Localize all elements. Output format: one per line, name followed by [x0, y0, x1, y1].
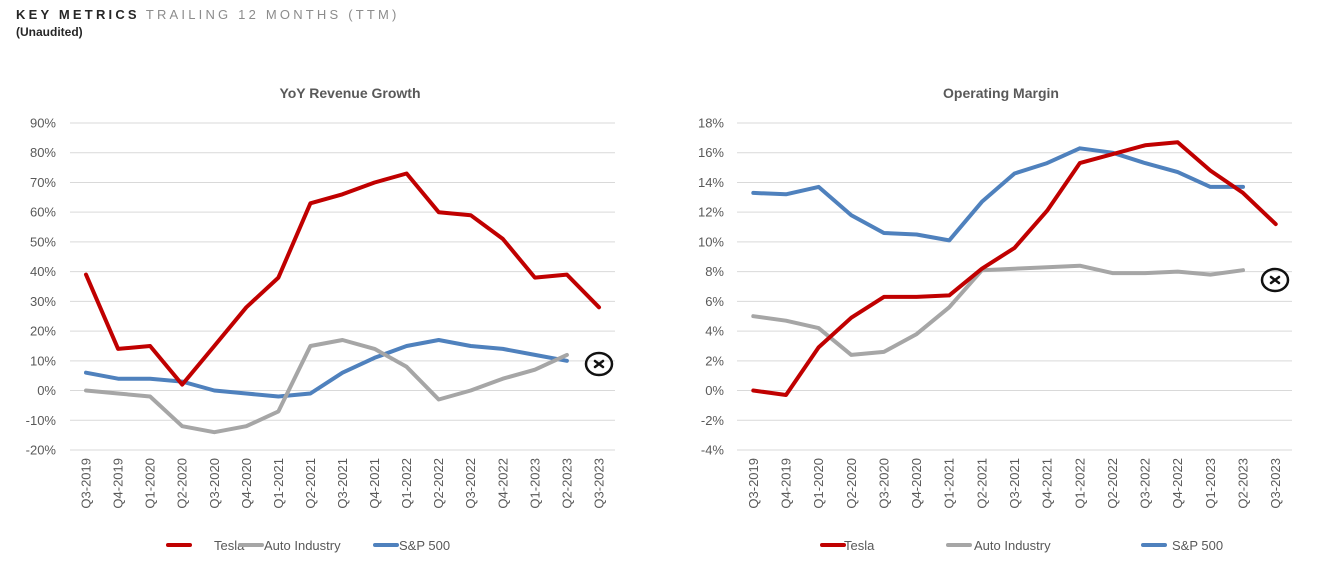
revenue-y-tick-label: 90%	[30, 116, 56, 131]
circled-x-mark-icon	[1260, 267, 1290, 293]
revenue-legend-label-sp500: S&P 500	[399, 538, 450, 553]
margin-x-tick-label: Q4-2021	[1040, 458, 1055, 509]
margin-series-sp500-line	[751, 146, 1245, 243]
revenue-x-tick-label: Q4-2019	[111, 458, 126, 509]
revenue-x-tick-label: Q1-2021	[271, 458, 286, 509]
revenue-x-tick-label: Q4-2022	[495, 458, 510, 509]
margin-y-tick-label: 6%	[705, 294, 724, 309]
margin-legend-label-sp500: S&P 500	[1172, 538, 1223, 553]
margin-legend-label-auto: Auto Industry	[974, 538, 1051, 553]
revenue-x-tick-label: Q2-2020	[175, 458, 190, 509]
margin-x-tick-label: Q3-2019	[746, 458, 761, 509]
revenue-y-tick-label: 60%	[30, 205, 56, 220]
revenue-y-tick-label: 10%	[30, 353, 56, 368]
revenue-x-tick-label: Q3-2020	[207, 458, 222, 509]
margin-x-tick-label: Q3-2020	[876, 458, 891, 509]
revenue-x-tick-label: Q3-2022	[463, 458, 478, 509]
margin-x-tick-label: Q1-2023	[1203, 458, 1218, 509]
margin-y-tick-label: 12%	[698, 205, 724, 220]
revenue-legend-label-auto: Auto Industry	[264, 538, 341, 553]
margin-x-tick-label: Q3-2023	[1268, 458, 1283, 509]
revenue-x-tick-label: Q3-2019	[79, 458, 94, 509]
margin-y-tick-label: 10%	[698, 234, 724, 249]
margin-x-tick-label: Q1-2021	[942, 458, 957, 509]
margin-x-tick-label: Q3-2022	[1138, 458, 1153, 509]
revenue-y-tick-label: 0%	[37, 383, 56, 398]
margin-x-tick-label: Q2-2022	[1105, 458, 1120, 509]
report-header: KEY METRICS TRAILING 12 MONTHS (TTM) (Una…	[16, 7, 400, 39]
revenue-x-tick-label: Q4-2020	[239, 458, 254, 509]
report-title-sub: TRAILING 12 MONTHS (TTM)	[145, 7, 400, 22]
margin-y-tick-label: 18%	[698, 116, 724, 131]
margin-legend-label-tesla: Tesla	[844, 538, 875, 553]
revenue-y-tick-label: -20%	[26, 443, 57, 458]
margin-y-tick-label: 14%	[698, 175, 724, 190]
report-title-main: KEY METRICS	[16, 7, 140, 22]
revenue-y-tick-label: 20%	[30, 324, 56, 339]
circled-x-ring	[584, 351, 614, 377]
margin-x-tick-label: Q1-2022	[1072, 458, 1087, 509]
revenue-x-tick-label: Q4-2021	[367, 458, 382, 509]
revenue-y-tick-label: -10%	[26, 413, 57, 428]
revenue-legend-label-tesla: Tesla	[214, 538, 245, 553]
revenue-y-tick-label: 50%	[30, 234, 56, 249]
margin-y-tick-label: 4%	[705, 324, 724, 339]
margin-x-tick-label: Q3-2021	[1007, 458, 1022, 509]
revenue-chart-title: YoY Revenue Growth	[279, 85, 420, 101]
report-subtitle: (Unaudited)	[16, 25, 83, 39]
margin-x-tick-label: Q1-2020	[811, 458, 826, 509]
revenue-x-tick-label: Q2-2023	[559, 458, 574, 509]
margin-y-tick-label: -2%	[701, 413, 725, 428]
margin-y-tick-label: 16%	[698, 145, 724, 160]
circled-x-ring	[1260, 267, 1290, 293]
revenue-x-tick-label: Q2-2021	[303, 458, 318, 509]
margin-y-tick-label: 2%	[705, 353, 724, 368]
margin-x-tick-label: Q4-2019	[778, 458, 793, 509]
circled-x-mark-icon	[584, 351, 614, 377]
margin-x-tick-label: Q2-2023	[1236, 458, 1251, 509]
revenue-y-tick-label: 80%	[30, 145, 56, 160]
revenue-y-tick-label: 70%	[30, 175, 56, 190]
margin-chart-title: Operating Margin	[943, 85, 1059, 101]
margin-x-tick-label: Q4-2022	[1170, 458, 1185, 509]
revenue-y-tick-label: 30%	[30, 294, 56, 309]
revenue-x-tick-label: Q2-2022	[431, 458, 446, 509]
circled-x-cross	[593, 359, 605, 369]
revenue-series-auto-line	[84, 338, 569, 435]
margin-x-tick-label: Q2-2021	[974, 458, 989, 509]
revenue-x-tick-label: Q1-2022	[399, 458, 414, 509]
revenue-series-tesla-line	[84, 171, 601, 387]
report-title: KEY METRICS TRAILING 12 MONTHS (TTM)	[16, 7, 400, 22]
revenue-x-tick-label: Q3-2021	[335, 458, 350, 509]
margin-x-tick-label: Q4-2020	[909, 458, 924, 509]
margin-series-auto-line	[751, 263, 1245, 357]
margin-series-tesla-line	[751, 140, 1278, 397]
revenue-y-tick-label: 40%	[30, 264, 56, 279]
circled-x-cross	[1269, 275, 1281, 285]
revenue-x-tick-label: Q1-2023	[527, 458, 542, 509]
revenue-series-sp500-line	[84, 338, 569, 399]
margin-y-tick-label: -4%	[701, 443, 725, 458]
revenue-x-tick-label: Q3-2023	[591, 458, 606, 509]
revenue-x-tick-label: Q1-2020	[143, 458, 158, 509]
margin-y-tick-label: 8%	[705, 264, 724, 279]
margin-y-tick-label: 0%	[705, 383, 724, 398]
margin-x-tick-label: Q2-2020	[844, 458, 859, 509]
